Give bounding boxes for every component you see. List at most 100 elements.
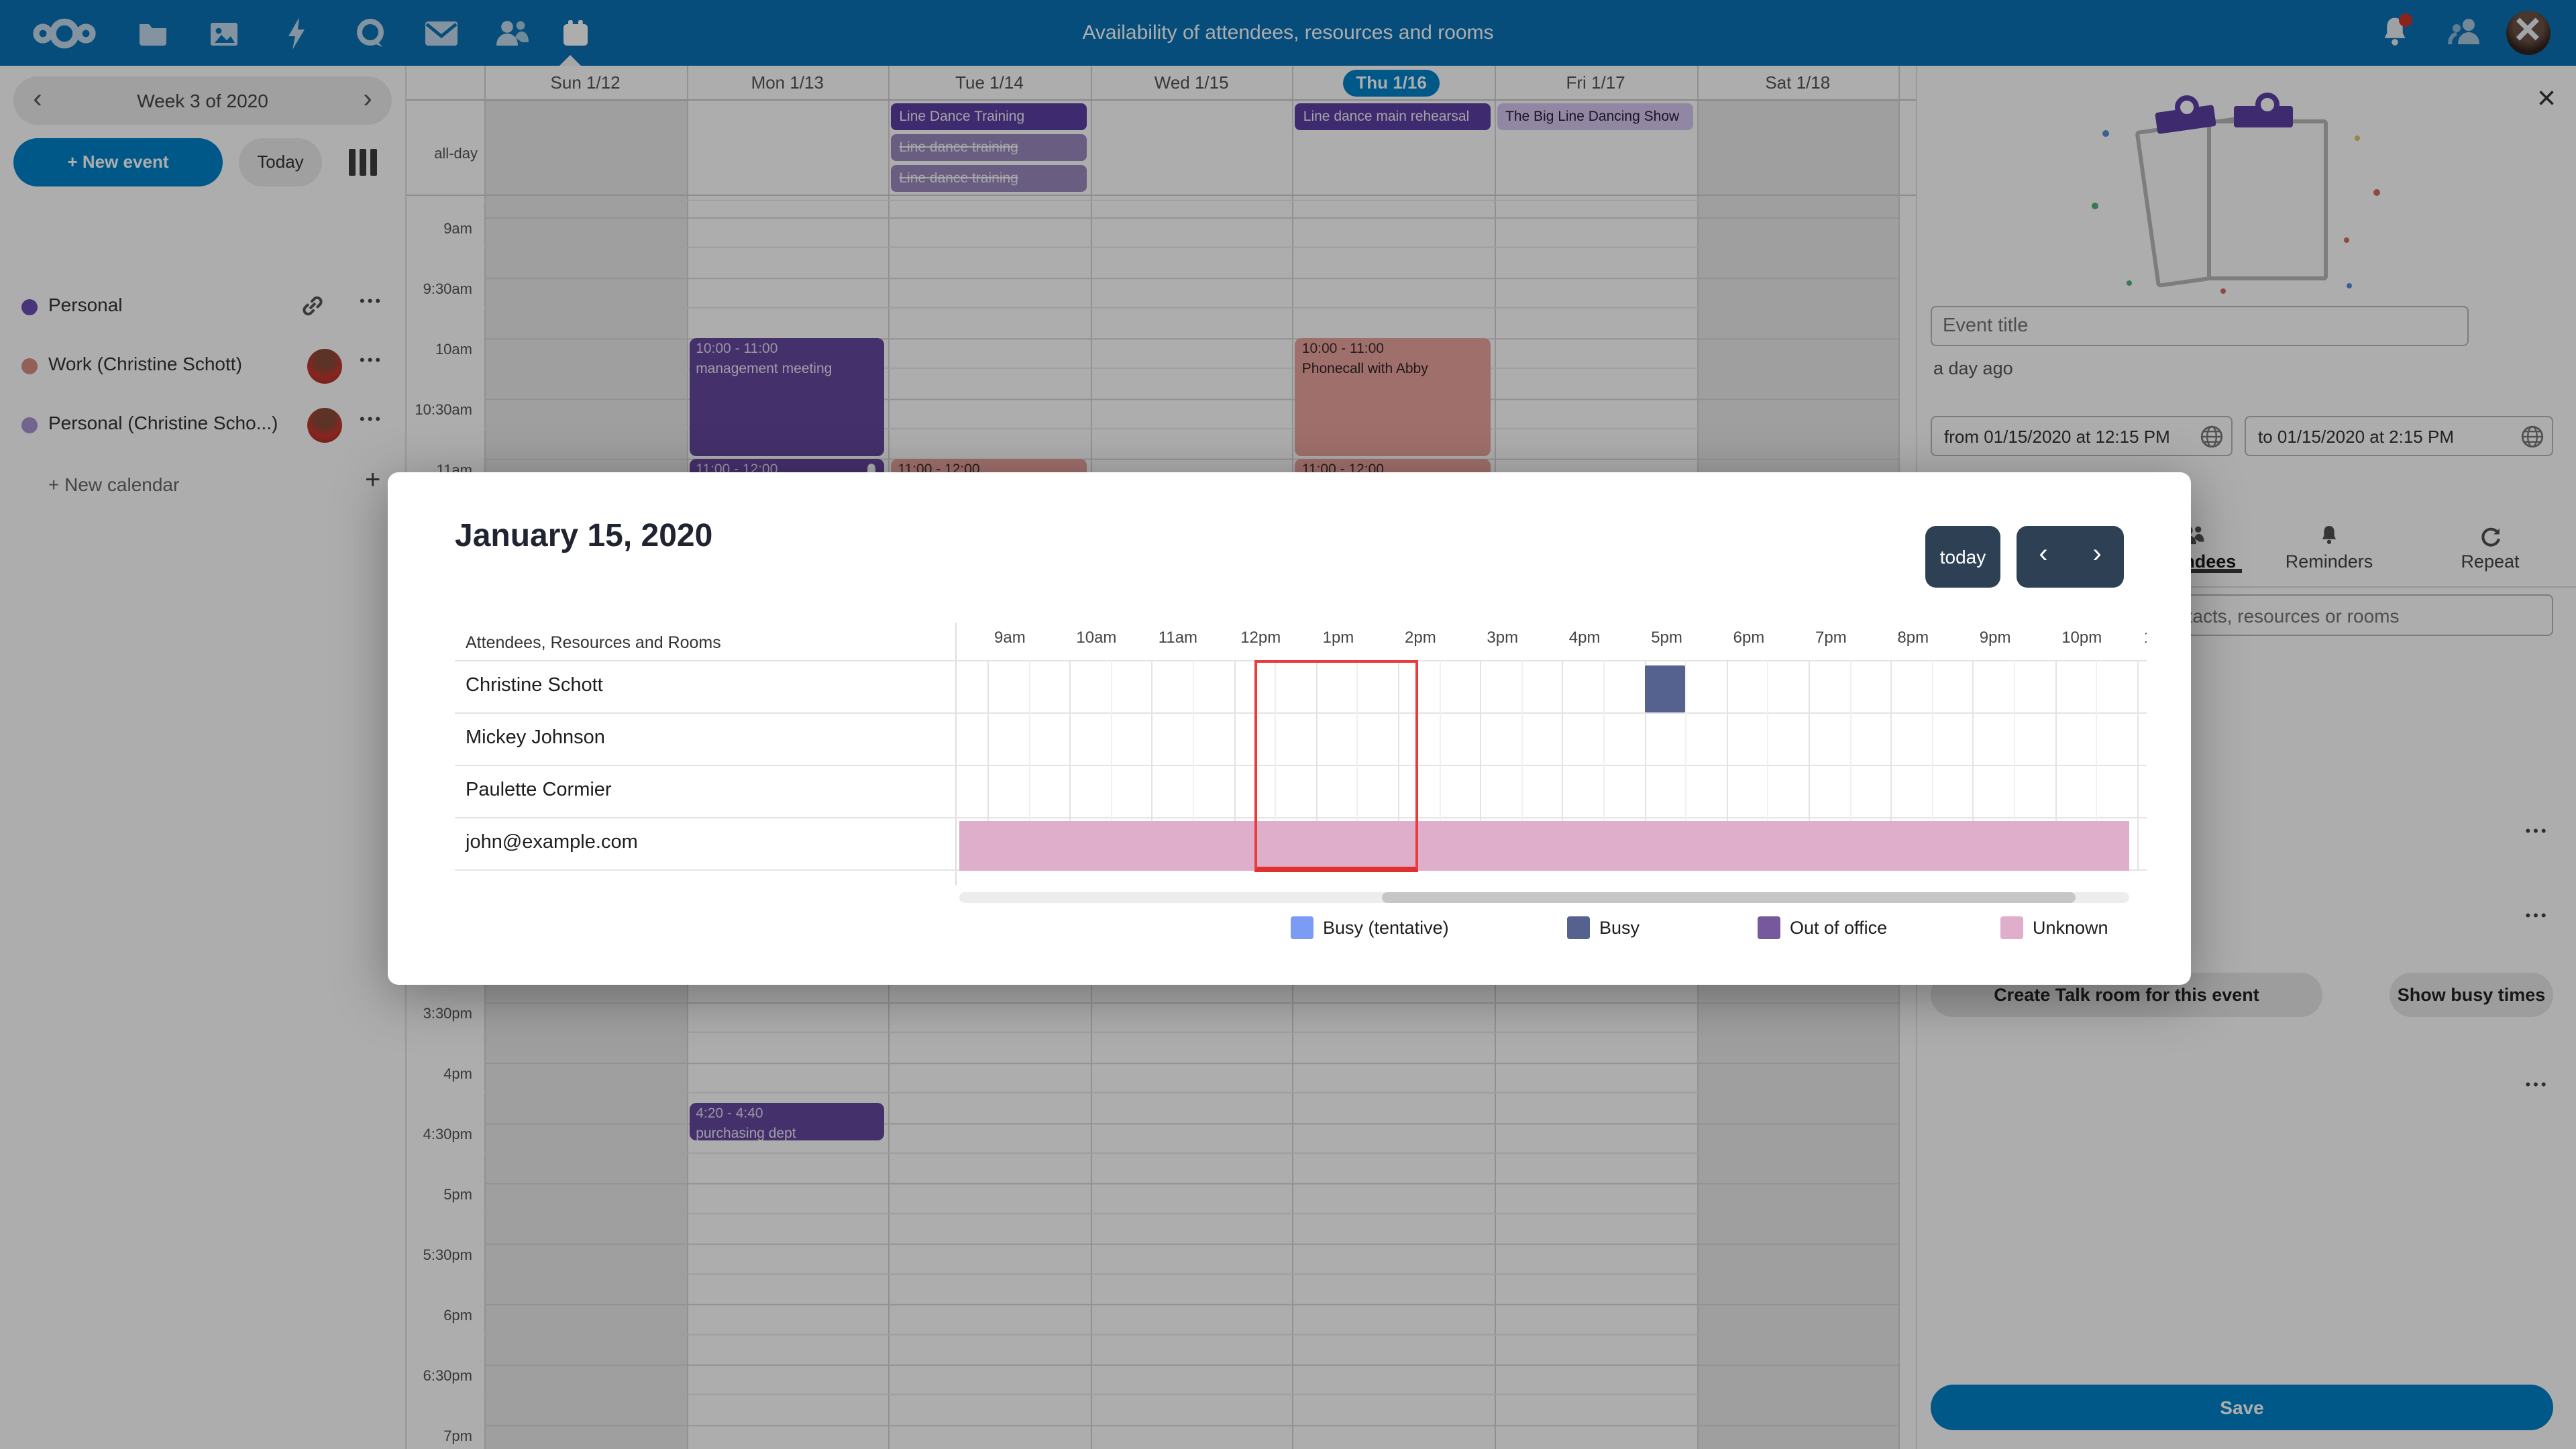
close-icon[interactable]: ×	[2537, 80, 2557, 117]
attendee-name: Mickey Johnson	[466, 727, 605, 749]
calendar-menu-button[interactable]: •••	[360, 294, 384, 310]
new-calendar-button[interactable]: + New calendar	[48, 474, 180, 495]
attendee-menu-button[interactable]: •••	[2525, 824, 2549, 840]
event-title-input[interactable]	[1931, 306, 2469, 346]
show-busy-times-button[interactable]: Show busy times	[2390, 973, 2553, 1017]
files-app-icon[interactable]	[133, 13, 173, 54]
photos-app-icon[interactable]	[204, 13, 244, 54]
all-day-event[interactable]: Line Dance Training	[891, 103, 1087, 130]
unknown-availability-fill	[959, 821, 2129, 871]
calendar-list-item[interactable]: Work (Christine Schott) •••	[0, 337, 405, 396]
all-day-event[interactable]: Line dance training	[891, 165, 1087, 192]
calendar-event[interactable]: 10:00 - 11:00 Phonecall with Abby	[1295, 338, 1491, 456]
day-header[interactable]: Sat 1/18	[1765, 72, 1831, 93]
event-time: 10:00 - 11:00	[696, 341, 778, 357]
attendee-menu-button[interactable]: •••	[2525, 908, 2549, 924]
half-hour-gridline	[1849, 660, 1851, 869]
half-hour-gridline	[1356, 660, 1358, 869]
modal-today-button[interactable]: today	[1925, 526, 2000, 588]
next-week-button[interactable]: ›	[363, 85, 372, 114]
all-day-event[interactable]: Line dance training	[891, 134, 1087, 161]
calendar-list-item[interactable]: Personal •••	[0, 278, 405, 337]
hour-gridline	[1562, 660, 1564, 869]
bell-icon	[2255, 525, 2403, 549]
horizontal-scrollbar[interactable]	[959, 892, 2129, 903]
user-avatar[interactable]: ×	[2506, 5, 2551, 55]
next-day-button[interactable]: ›	[2092, 539, 2102, 569]
availability-legend: Busy (tentative) Busy Out of office Unknown	[388, 915, 2191, 945]
nextcloud-logo-icon[interactable]	[30, 13, 99, 54]
legend-swatch	[1567, 916, 1590, 939]
proposed-time-selection[interactable]	[1254, 660, 1419, 872]
hour-label: 5pm	[1651, 628, 1682, 647]
calendar-menu-button[interactable]: •••	[360, 412, 384, 428]
time-label: 6pm	[443, 1308, 472, 1324]
new-event-button[interactable]: + New event	[13, 138, 223, 186]
scrollbar-thumb[interactable]	[1382, 892, 2076, 903]
hour-label: 11pm	[2144, 628, 2147, 647]
timezone-globe-icon[interactable]	[2521, 425, 2544, 455]
hour-gridline	[1316, 660, 1318, 869]
event-title: Phonecall with Abby	[1301, 361, 1428, 377]
day-header[interactable]: Sun 1/12	[550, 72, 621, 93]
contacts-menu-icon[interactable]	[2447, 16, 2482, 55]
tab-reminders[interactable]: Reminders	[2255, 522, 2403, 572]
clipboard-illustration	[2092, 93, 2400, 294]
plus-icon[interactable]: +	[365, 466, 381, 495]
start-datetime-input[interactable]: from 01/15/2020 at 12:15 PM	[1931, 416, 2233, 456]
day-header-today[interactable]: Thu 1/16	[1342, 70, 1440, 97]
previous-day-button[interactable]: ‹	[2039, 539, 2048, 569]
view-switcher-icon[interactable]	[349, 149, 378, 176]
previous-week-button[interactable]: ‹	[33, 85, 42, 114]
event-title: purchasing dept	[696, 1125, 796, 1141]
hour-label: 4pm	[1568, 628, 1601, 647]
time-label: 4pm	[443, 1067, 472, 1083]
half-hour-gridline	[1603, 660, 1605, 869]
left-sidebar: ‹ Week 3 of 2020 › + New event Today Per…	[0, 66, 407, 1449]
legend-label: Busy (tentative)	[1323, 918, 1449, 938]
attendee-name: Paulette Cormier	[466, 780, 612, 801]
contacts-app-icon[interactable]	[492, 13, 533, 54]
half-hour-gridline	[2014, 660, 2015, 869]
hour-label: 1pm	[1322, 628, 1354, 647]
notifications-bell-icon[interactable]	[2380, 13, 2415, 51]
attendee-menu-button[interactable]: •••	[2525, 1077, 2549, 1093]
today-button[interactable]: Today	[239, 138, 322, 186]
talk-app-icon[interactable]	[350, 13, 390, 54]
legend-label: Out of office	[1790, 918, 1888, 938]
attendee-name: Christine Schott	[466, 675, 603, 696]
half-hour-gridline	[1685, 660, 1687, 869]
time-label: 10am	[435, 342, 472, 358]
calendar-app-icon[interactable]	[555, 13, 596, 54]
close-icon[interactable]: ×	[2514, 4, 2541, 55]
last-modified-label: a day ago	[1933, 358, 2013, 378]
mail-app-icon[interactable]	[421, 13, 462, 54]
half-hour-gridline	[1439, 660, 1441, 869]
day-header[interactable]: Mon 1/13	[751, 72, 824, 93]
half-hour-gridline	[1931, 660, 1933, 869]
day-header[interactable]: Tue 1/14	[955, 72, 1024, 93]
calendar-event[interactable]: 10:00 - 11:00 management meeting	[689, 338, 885, 456]
all-day-event[interactable]: The Big Line Dancing Show	[1497, 103, 1693, 130]
availability-modal: January 15, 2020 today ‹ › Attendees, Re…	[388, 472, 2191, 985]
page-title: Availability of attendees, resources and…	[1082, 21, 1494, 44]
modal-title: January 15, 2020	[455, 518, 713, 554]
calendar-list-item[interactable]: Personal (Christine Scho...) •••	[0, 396, 405, 455]
calendar-event[interactable]: 4:20 - 4:40 purchasing dept	[689, 1102, 885, 1141]
day-header[interactable]: Fri 1/17	[1566, 72, 1625, 93]
all-day-event[interactable]: Line dance main rehearsal	[1295, 103, 1491, 130]
share-link-icon[interactable]	[301, 294, 325, 325]
hour-label: 12pm	[1240, 628, 1281, 647]
hour-gridline	[1480, 660, 1482, 869]
timezone-globe-icon[interactable]	[2200, 425, 2223, 455]
week-label[interactable]: Week 3 of 2020	[137, 90, 268, 111]
busy-block	[1644, 665, 1686, 712]
save-button[interactable]: Save	[1931, 1385, 2553, 1430]
calendar-menu-button[interactable]: •••	[360, 353, 384, 369]
tab-repeat[interactable]: Repeat	[2416, 522, 2564, 572]
activity-app-icon[interactable]	[276, 13, 317, 54]
attendees-column-header: Attendees, Resources and Rooms	[466, 633, 721, 652]
availability-timeline[interactable]: 9am 10am 11am 12pm 1pm 2pm 3pm 4pm 5pm 6pm 7pm 8pm 9…	[959, 623, 2147, 885]
day-header[interactable]: Wed 1/15	[1154, 72, 1229, 93]
end-datetime-input[interactable]: to 01/15/2020 at 2:15 PM	[2245, 416, 2553, 456]
